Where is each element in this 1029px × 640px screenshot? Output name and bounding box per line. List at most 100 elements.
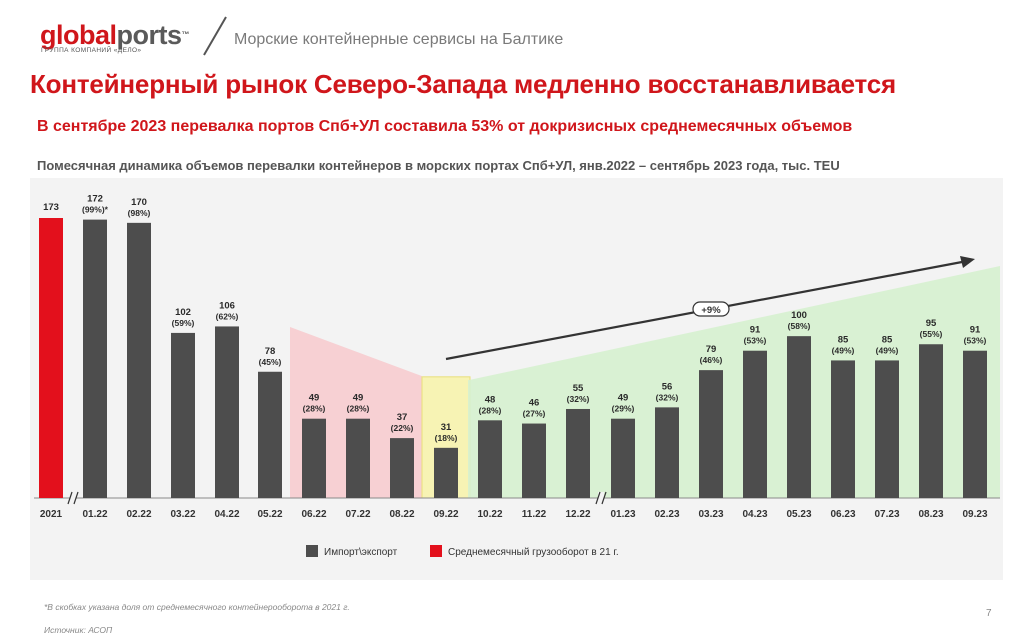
bar-01.23	[611, 418, 635, 498]
recovery-region	[468, 266, 1000, 498]
axis-break-gap-1	[598, 492, 604, 504]
bar-08.23	[919, 344, 943, 498]
bar-10.22	[478, 420, 502, 498]
x-tick-10.22: 10.22	[477, 509, 502, 520]
pct-label-03.22: (59%)	[172, 318, 195, 328]
chart-caption: Помесячная динамика объемов перевалки ко…	[37, 158, 840, 173]
pct-label-05.23: (58%)	[788, 321, 811, 331]
pct-label-10.22: (28%)	[479, 405, 502, 415]
value-label-04.23: 91	[750, 325, 761, 336]
value-label-06.22: 49	[309, 393, 320, 404]
x-tick-04.23: 04.23	[742, 509, 767, 520]
legend-swatch-0	[306, 545, 318, 557]
value-label-03.23: 79	[706, 344, 717, 355]
value-label-04.22: 106	[219, 300, 235, 311]
bar-03.23	[699, 370, 723, 498]
pct-label-01.22: (99%)*	[82, 205, 109, 215]
axis-break-1b	[601, 491, 607, 505]
pct-label-09.23: (53%)	[964, 336, 987, 346]
x-tick-07.22: 07.22	[345, 509, 370, 520]
bar-04.22	[215, 326, 239, 498]
x-tick-2021: 2021	[40, 509, 63, 520]
bar-07.23	[875, 360, 899, 498]
value-label-05.23: 100	[791, 310, 807, 321]
pct-label-04.23: (53%)	[744, 336, 767, 346]
company-logo: globalports™ ГРУППА КОМПАНИЙ «ДЕЛО»	[40, 20, 189, 54]
growth-badge	[692, 301, 730, 317]
value-label-12.22: 55	[573, 383, 584, 394]
bar-07.22	[346, 418, 370, 498]
bar-09.23	[963, 350, 987, 498]
source-note: Источник: АСОП	[44, 625, 113, 635]
value-label-06.23: 85	[838, 334, 849, 345]
bar-06.23	[831, 360, 855, 498]
pct-label-06.22: (28%)	[303, 404, 326, 414]
value-label-07.22: 49	[353, 393, 364, 404]
x-tick-08.22: 08.22	[389, 509, 414, 520]
pct-label-05.22: (45%)	[259, 357, 282, 367]
x-tick-02.23: 02.23	[654, 509, 679, 520]
bar-12.22	[566, 408, 590, 498]
bar-03.22	[171, 332, 195, 498]
bar-11.22	[522, 423, 546, 498]
pct-label-09.22: (18%)	[435, 433, 458, 443]
x-tick-02.22: 02.22	[126, 509, 151, 520]
legend-label-0: Импорт\экспорт	[324, 547, 398, 558]
pct-label-02.22: (98%)	[128, 208, 151, 218]
value-label-09.23: 91	[970, 325, 981, 336]
trend-arrow-head	[960, 256, 975, 268]
x-tick-03.22: 03.22	[170, 509, 195, 520]
axis-break-0a	[67, 491, 73, 505]
bar-05.22	[258, 371, 282, 498]
x-tick-09.22: 09.22	[433, 509, 458, 520]
x-tick-01.23: 01.23	[610, 509, 635, 520]
pct-label-11.22: (27%)	[523, 409, 546, 419]
legend-label-1: Среднемесячный грузооборот в 21 г.	[448, 546, 619, 558]
value-label-05.22: 78	[265, 346, 276, 357]
axis-break-0b	[73, 491, 79, 505]
bar-2021	[39, 218, 63, 498]
x-tick-07.23: 07.23	[874, 509, 899, 520]
value-label-02.23: 56	[662, 381, 673, 392]
x-tick-06.23: 06.23	[830, 509, 855, 520]
x-tick-08.23: 08.23	[918, 509, 943, 520]
bar-09.22	[434, 447, 458, 498]
pct-label-02.23: (32%)	[656, 392, 679, 402]
logo-subtext: ГРУППА КОМПАНИЙ «ДЕЛО»	[41, 47, 142, 54]
value-label-01.22: 172	[87, 194, 103, 205]
x-tick-05.23: 05.23	[786, 509, 811, 520]
value-label-03.22: 102	[175, 307, 191, 318]
x-tick-11.22: 11.22	[522, 509, 547, 520]
pct-label-07.23: (49%)	[876, 345, 899, 355]
page-number: 7	[986, 608, 992, 619]
value-label-08.23: 95	[926, 318, 937, 329]
x-tick-03.23: 03.23	[698, 509, 723, 520]
value-label-09.22: 31	[441, 422, 452, 433]
pct-label-12.22: (32%)	[567, 394, 590, 404]
value-label-08.22: 37	[397, 412, 408, 423]
x-tick-06.22: 06.22	[301, 509, 326, 520]
slide-title: Контейнерный рынок Северо-Запада медленн…	[30, 69, 896, 99]
pct-label-03.23: (46%)	[700, 355, 723, 365]
pct-label-08.22: (22%)	[391, 423, 414, 433]
x-tick-05.22: 05.22	[257, 509, 282, 520]
value-label-01.23: 49	[618, 393, 629, 404]
logo-wordmark: globalports™	[40, 20, 189, 50]
bar-01.22	[83, 219, 107, 498]
x-tick-01.22: 01.22	[82, 509, 107, 520]
pct-label-04.22: (62%)	[216, 311, 239, 321]
value-label-07.23: 85	[882, 334, 893, 345]
legend-swatch-1	[430, 545, 442, 557]
value-label-02.22: 170	[131, 197, 147, 208]
pct-label-08.23: (55%)	[920, 329, 943, 339]
footnote: *В скобках указана доля от среднемесячно…	[44, 602, 350, 612]
x-tick-09.23: 09.23	[962, 509, 987, 520]
growth-annotation: +9%	[701, 305, 721, 316]
value-label-10.22: 48	[485, 394, 496, 405]
pct-label-06.23: (49%)	[832, 345, 855, 355]
bar-02.22	[127, 222, 151, 499]
x-tick-12.22: 12.22	[565, 509, 590, 520]
bar-05.23	[787, 336, 811, 498]
x-tick-04.22: 04.22	[214, 509, 239, 520]
